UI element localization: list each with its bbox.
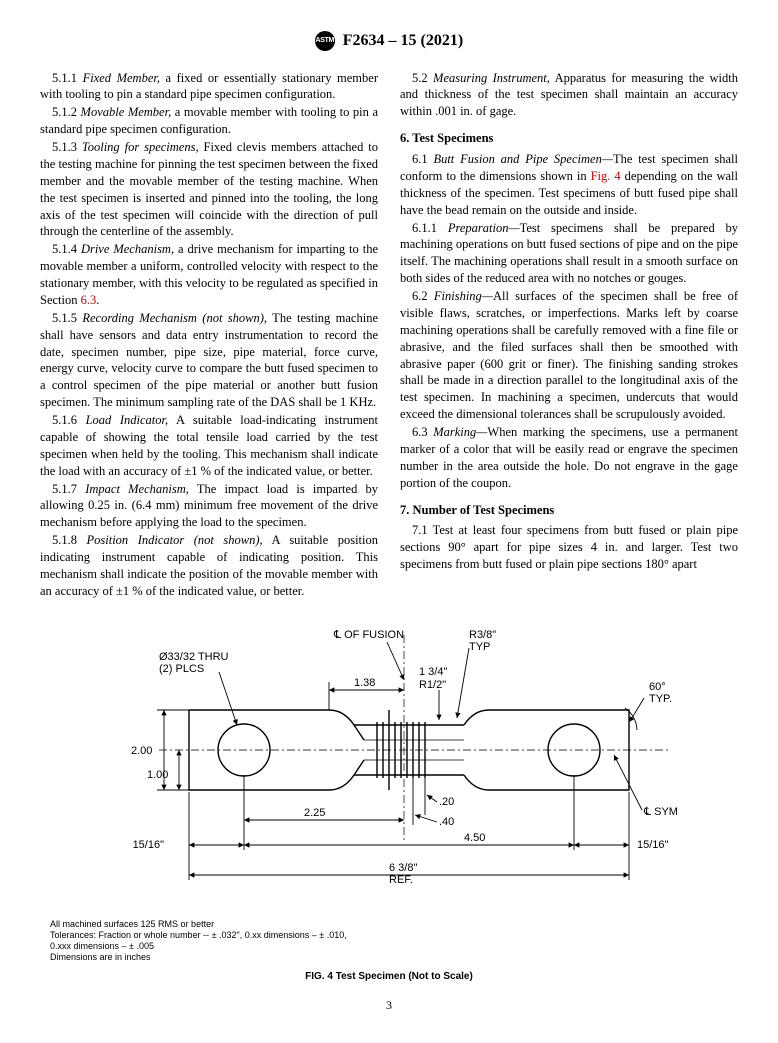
- svg-text:R1/2": R1/2": [419, 679, 446, 691]
- ref-6-3: 6.3: [81, 293, 97, 307]
- para-6-1: 6.1 Butt Fusion and Pipe Specimen—The te…: [400, 151, 738, 219]
- svg-text:R3/8"TYP: R3/8"TYP: [469, 629, 496, 653]
- figure-caption: FIG. 4 Test Specimen (Not to Scale): [40, 970, 738, 984]
- para-6-2: 6.2 Finishing—All surfaces of the specim…: [400, 288, 738, 423]
- page-header: ASTM F2634 – 15 (2021): [40, 30, 738, 52]
- para-5-1-1: 5.1.1 Fixed Member, a fixed or essential…: [40, 70, 378, 104]
- svg-text:2.25: 2.25: [304, 807, 325, 819]
- label-fusion: ℄ OF FUSION: [333, 629, 404, 641]
- specimen-diagram: ℄ OF FUSION R3/8"TYP Ø33/32 THRU(2) PLCS…: [69, 620, 709, 910]
- svg-text:1 3/4": 1 3/4": [419, 666, 447, 678]
- body-columns: 5.1.1 Fixed Member, a fixed or essential…: [40, 70, 738, 600]
- para-5-1-5: 5.1.5 Recording Mechanism (not shown), T…: [40, 310, 378, 411]
- para-6-1-1: 6.1.1 Preparation—Test specimens shall b…: [400, 220, 738, 288]
- svg-text:.40: .40: [439, 816, 454, 828]
- para-5-1-6: 5.1.6 Load Indicator, A suitable load-in…: [40, 412, 378, 480]
- svg-text:Ø33/32 THRU(2) PLCS: Ø33/32 THRU(2) PLCS: [159, 651, 229, 675]
- astm-logo-icon: ASTM: [315, 31, 335, 51]
- designation: F2634 – 15 (2021): [343, 30, 463, 52]
- svg-text:1.38: 1.38: [354, 677, 375, 689]
- para-5-1-4: 5.1.4 Drive Mechanism, a drive mechanism…: [40, 241, 378, 309]
- para-7-1: 7.1 Test at least four specimens from bu…: [400, 522, 738, 573]
- para-5-1-8: 5.1.8 Position Indicator (not shown), A …: [40, 532, 378, 600]
- svg-text:15/16": 15/16": [637, 839, 669, 851]
- section-7-title: 7. Number of Test Specimens: [400, 502, 738, 519]
- ref-fig-4: Fig. 4: [591, 169, 621, 183]
- para-5-1-7: 5.1.7 Impact Mechanism, The impact load …: [40, 481, 378, 532]
- section-6-title: 6. Test Specimens: [400, 130, 738, 147]
- svg-text:4.50: 4.50: [464, 832, 485, 844]
- page-number: 3: [40, 997, 738, 1013]
- svg-text:15/16": 15/16": [133, 839, 165, 851]
- svg-text:60°TYP.: 60°TYP.: [649, 681, 672, 705]
- svg-text:.20: .20: [439, 796, 454, 808]
- svg-text:2.00: 2.00: [131, 745, 152, 757]
- figure-notes: All machined surfaces 125 RMS or better …: [50, 919, 738, 964]
- para-5-1-2: 5.1.2 Movable Member, a movable member w…: [40, 104, 378, 138]
- figure-4: ℄ OF FUSION R3/8"TYP Ø33/32 THRU(2) PLCS…: [40, 620, 738, 983]
- para-6-3: 6.3 Marking—When marking the specimens, …: [400, 424, 738, 492]
- svg-text:℄ SYM: ℄ SYM: [643, 806, 678, 818]
- svg-text:6 3/8"REF.: 6 3/8"REF.: [389, 862, 417, 886]
- svg-text:1.00: 1.00: [147, 769, 168, 781]
- para-5-2: 5.2 Measuring Instrument, Apparatus for …: [400, 70, 738, 121]
- para-5-1-3: 5.1.3 Tooling for specimens, Fixed clevi…: [40, 139, 378, 240]
